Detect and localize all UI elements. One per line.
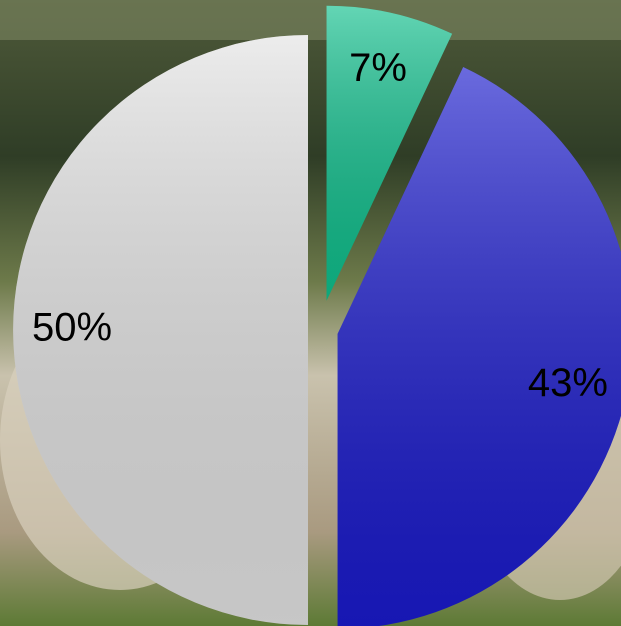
data-label: 7% xyxy=(349,46,407,90)
chart: 7% 43% 50% xyxy=(0,0,621,626)
page: 7%43%50% (() => { const data = JSON.pars… xyxy=(0,0,621,626)
data-label: 43% xyxy=(528,361,608,405)
data-label: 50% xyxy=(32,306,112,350)
background-hill xyxy=(0,0,621,40)
